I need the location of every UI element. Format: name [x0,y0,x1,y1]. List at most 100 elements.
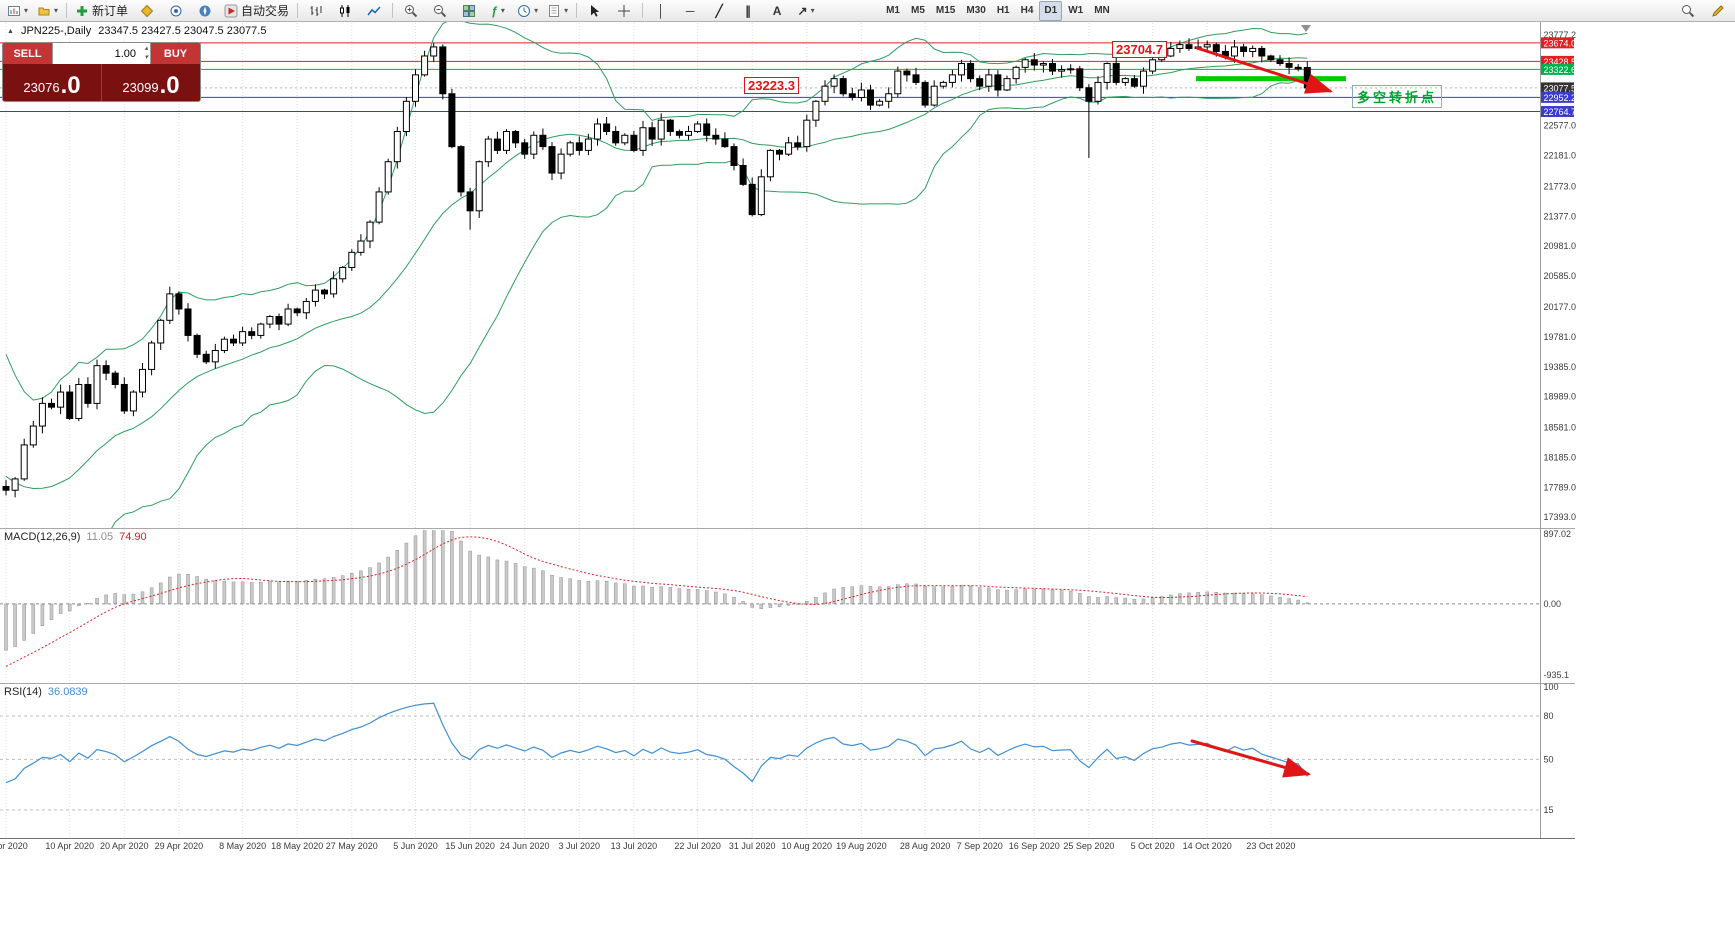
lot-input[interactable] [53,43,150,64]
arrows-tool-button[interactable]: ↗ ▾ [792,0,820,22]
data-window-button[interactable] [162,0,190,22]
bollinger-middle [5,57,1308,490]
annotation-support-price[interactable]: 23223.3 [744,77,799,94]
time-axis[interactable]: 1 Apr 2020 10 Apr 2020 20 Apr 2020 29 Apr 2… [0,841,1295,851]
svg-text:27 May 2020: 27 May 2020 [326,841,378,851]
toolbar-separator [66,3,68,18]
svg-text:80: 80 [1544,711,1554,721]
svg-text:15: 15 [1544,805,1554,815]
toolbar-separator [297,3,299,18]
timeframe-m15[interactable]: M15 [935,5,956,16]
candlestick-chart-button[interactable] [331,0,359,22]
circle-dot-icon [169,4,183,18]
horizontal-line-button[interactable]: ─ [685,3,695,18]
channel-button[interactable]: ∥ [745,3,752,18]
timeframe-d1[interactable]: D1 [1039,0,1063,21]
rsi-arrow-annotation[interactable] [1190,739,1311,778]
one-click-trading-panel[interactable]: SELL ▴ ▾ BUY 23076.0 23099.0 [2,42,201,102]
quick-edit-button[interactable] [1704,0,1732,22]
bar-chart-button[interactable] [302,0,330,22]
svg-text:5 Oct 2020: 5 Oct 2020 [1131,841,1175,851]
sell-button[interactable]: SELL [3,43,52,64]
bollinger-upper [5,22,1308,401]
templates-button[interactable]: ▾ [543,0,572,22]
annotation-turning-point[interactable]: 多空转折点 [1352,85,1443,108]
search-button[interactable] [1674,0,1702,22]
macd-name: MACD(12,26,9) [4,531,81,543]
timeframe-m1[interactable]: M1 [886,5,900,16]
text-tool-button[interactable]: A [772,3,782,18]
tile-windows-button[interactable] [455,0,483,22]
spin-up-icon[interactable]: ▴ [144,45,148,52]
folder-icon [37,4,51,18]
svg-text:13 Jul 2020: 13 Jul 2020 [611,841,658,851]
arrow-ne-icon: ↗ [797,3,808,18]
spin-down-icon[interactable]: ▾ [144,54,148,61]
auto-trading-label: 自动交易 [241,4,290,18]
svg-text:5 Jun 2020: 5 Jun 2020 [393,841,438,851]
vertical-line-button[interactable]: │ [657,3,665,18]
svg-text:23322.6: 23322.6 [1544,65,1577,75]
ohlc-bars-icon [309,4,323,18]
ohlc-values: 23347.5 23427.5 23047.5 23077.5 [98,25,267,37]
rsi-plot[interactable] [0,702,1540,811]
annotation-peak-price[interactable]: 23704.7 [1112,41,1167,58]
buy-price[interactable]: 23099.0 [122,72,180,99]
candlesticks [2,38,1311,498]
svg-text:19385.0: 19385.0 [1544,362,1577,372]
market-watch-button[interactable] [133,0,161,22]
timeframe-mn[interactable]: MN [1094,5,1110,16]
timeframe-w1[interactable]: W1 [1068,5,1084,16]
timeframe-group: M1 M5 M15 M30 H1 H4 D1 W1 MN [881,0,1115,21]
cursor-button[interactable] [581,0,609,22]
timeframe-h4[interactable]: H4 [1020,5,1034,16]
zoom-in-button[interactable] [397,0,425,22]
navigator-button[interactable] [191,0,219,22]
indicators-button[interactable]: ƒ ▾ [484,0,512,22]
toolbar-right-group [1674,0,1732,22]
chart-shift-marker[interactable] [1301,25,1311,32]
timeframe-h1[interactable]: H1 [996,5,1010,16]
line-chart-button[interactable] [360,0,388,22]
symbol-period-label: JPN225-,Daily [20,25,92,37]
svg-text:22 Jul 2020: 22 Jul 2020 [674,841,721,851]
chevron-down-icon: ▾ [534,6,539,15]
svg-text:50: 50 [1544,754,1554,764]
svg-text:22952.2: 22952.2 [1544,93,1577,103]
svg-text:23428.5: 23428.5 [1544,57,1577,67]
timeframe-m5[interactable]: M5 [911,5,925,16]
trend-arrow-annotation[interactable] [1195,46,1333,94]
new-chart-button[interactable]: ▾ [3,0,32,22]
profiles-button[interactable]: ▾ [33,0,62,22]
svg-text:21773.0: 21773.0 [1544,181,1577,191]
main-plot[interactable] [2,19,1311,598]
lot-spinner[interactable]: ▴ ▾ [144,44,148,62]
new-order-button[interactable]: 新订单 [71,1,132,21]
buy-button[interactable]: BUY [151,43,200,64]
svg-text:1 Apr 2020: 1 Apr 2020 [0,841,28,851]
svg-text:15 Jun 2020: 15 Jun 2020 [445,841,495,851]
svg-text:21377.0: 21377.0 [1544,211,1577,221]
rsi-line [5,702,1308,784]
timeframe-m30[interactable]: M30 [966,5,986,16]
toolbar-separator [642,3,644,18]
price-axis[interactable]: 23777.2 22577.0 22181.0 21773.0 21377.0 20981… [1540,22,1577,838]
support-zone-bar[interactable] [1196,76,1346,82]
macd-main-value: 11.05 [86,531,114,543]
periods-button[interactable]: ▾ [513,0,542,22]
svg-text:16 Sep 2020: 16 Sep 2020 [1009,841,1060,851]
svg-text:25 Sep 2020: 25 Sep 2020 [1063,841,1114,851]
svg-text:23077.5: 23077.5 [1544,83,1577,93]
lot-size-field[interactable]: ▴ ▾ [52,43,151,64]
auto-trading-button[interactable]: 自动交易 [220,1,293,21]
trendline-button[interactable]: ╱ [715,3,723,18]
sell-price[interactable]: 23076.0 [23,72,81,99]
zoom-out-button[interactable] [426,0,454,22]
crosshair-button[interactable] [610,0,638,22]
macd-plot[interactable] [0,524,1540,667]
chevron-down-icon: ▾ [500,6,505,15]
grid-lines [5,23,1272,837]
function-icon: ƒ [491,3,498,18]
svg-text:23777.2: 23777.2 [1544,30,1577,40]
